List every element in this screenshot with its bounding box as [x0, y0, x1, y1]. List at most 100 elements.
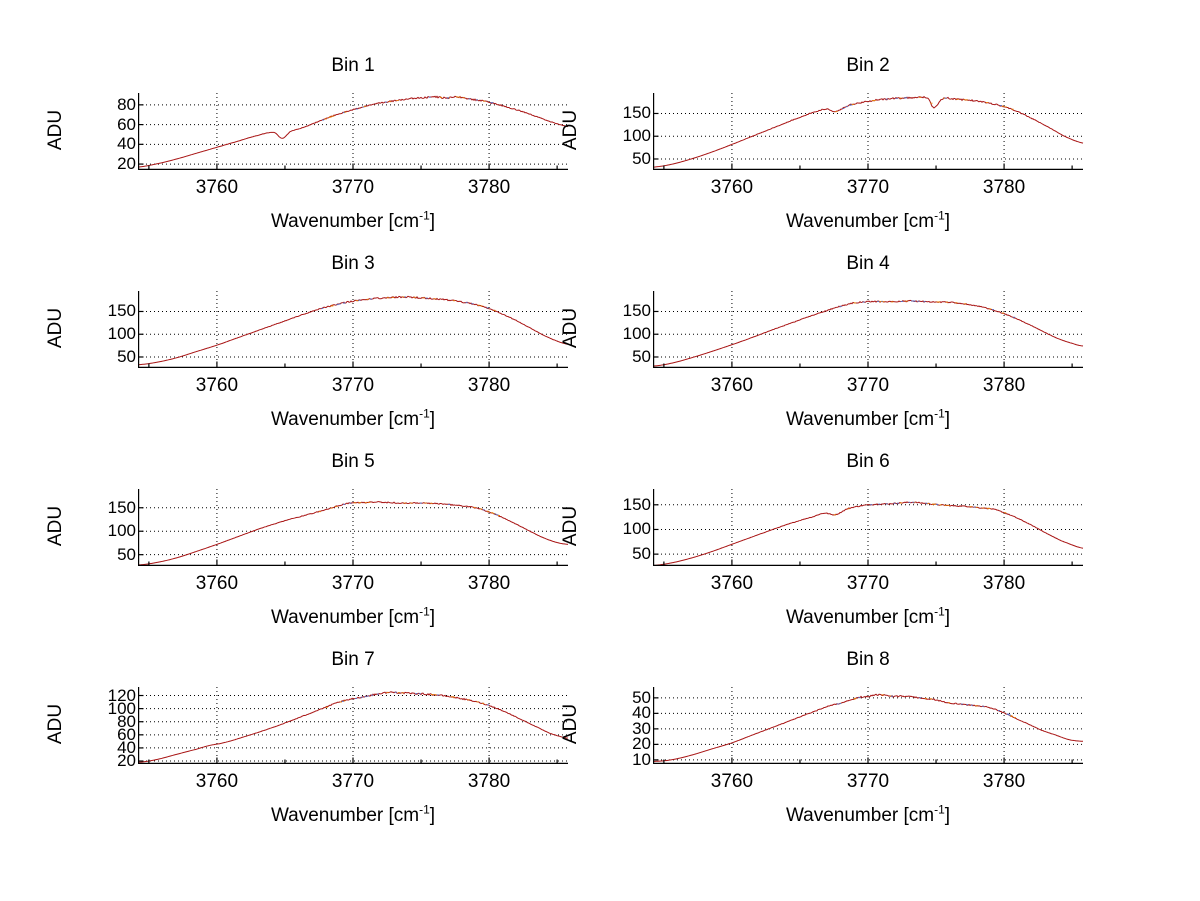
x-tick-label: 3760 [710, 375, 754, 396]
x-axis-label-exponent: -1 [934, 208, 945, 223]
y-tick-label: 50 [632, 544, 651, 564]
panel-title: Bin 2 [846, 55, 890, 76]
y-tick-labels: 50 100 150 [533, 93, 651, 169]
spectrum-curve [138, 691, 569, 763]
y-tick-label: 60 [117, 724, 136, 744]
x-tick-label: 3780 [467, 177, 511, 198]
spectrum-curve [138, 501, 569, 566]
y-tick-label: 20 [117, 154, 136, 174]
x-tick-label: 3770 [846, 573, 890, 594]
y-tick-label: 150 [622, 103, 651, 123]
plot-area [653, 291, 1084, 368]
x-axis-label-exponent: -1 [934, 406, 945, 421]
y-tick-label: 100 [622, 519, 651, 539]
y-tick-label: 80 [117, 711, 136, 731]
chart-panel-bin-5: Bin 5 ADU 50 100 150 3760 3770 3780 Wavenumber [… [18, 451, 569, 647]
x-axis-label-exponent: -1 [419, 208, 430, 223]
panel-title: Bin 4 [846, 253, 890, 274]
x-tick-label: 3770 [331, 771, 375, 792]
y-tick-label: 40 [117, 134, 136, 154]
x-axis-label-main: Wavenumber [cm [785, 607, 935, 628]
plot-area [653, 687, 1084, 764]
x-axis-label-exponent: -1 [934, 802, 945, 817]
y-tick-labels: 20 40 60 80 [18, 93, 136, 173]
spectrum-curve [653, 95, 1084, 168]
spectrum-curve [653, 299, 1084, 367]
x-axis-label: Wavenumber [cm-1] [653, 406, 1083, 431]
x-tick-label: 3780 [467, 771, 511, 792]
x-axis-label-main: Wavenumber [cm [270, 607, 420, 628]
x-axis-label: Wavenumber [cm-1] [138, 406, 568, 431]
y-tick-label: 50 [632, 346, 651, 366]
spectrum-curve [138, 295, 569, 366]
y-tick-label: 10 [632, 749, 651, 769]
y-tick-label: 150 [622, 494, 651, 514]
y-tick-label: 30 [632, 718, 651, 738]
x-tick-label: 3780 [467, 573, 511, 594]
y-tick-label: 40 [632, 703, 651, 723]
y-tick-label: 100 [107, 698, 136, 718]
x-tick-label: 3770 [331, 375, 375, 396]
chart-panel-bin-1: Bin 1 ADU 20 40 60 80 3760 3770 3780 Wavenumber [… [18, 55, 569, 251]
y-tick-label: 100 [622, 324, 651, 344]
y-tick-label: 150 [622, 301, 651, 321]
x-axis-label-tail: ] [429, 409, 436, 430]
x-tick-label: 3770 [846, 771, 890, 792]
y-tick-labels: 20 40 60 80 100 120 [18, 685, 136, 771]
panel-title: Bin 1 [331, 55, 375, 76]
spectrum-curve [138, 95, 569, 168]
y-tick-label: 120 [107, 685, 136, 705]
x-axis-label-exponent: -1 [419, 604, 430, 619]
panel-title: Bin 3 [331, 253, 375, 274]
y-tick-labels: 10 20 30 40 50 [533, 687, 651, 769]
plot-area [138, 291, 569, 368]
panel-title: Bin 6 [846, 451, 890, 472]
x-axis-label-tail: ] [429, 607, 436, 628]
panel-title: Bin 7 [331, 649, 375, 670]
x-tick-label: 3760 [195, 573, 239, 594]
x-tick-label: 3780 [467, 375, 511, 396]
y-tick-label: 150 [107, 301, 136, 321]
x-tick-label: 3760 [710, 177, 754, 198]
x-tick-label: 3770 [331, 177, 375, 198]
y-tick-label: 80 [117, 94, 136, 114]
y-tick-labels: 50 100 150 [533, 291, 651, 367]
x-axis-label-main: Wavenumber [cm [270, 805, 420, 826]
y-tick-labels: 50 100 150 [533, 489, 651, 565]
x-axis-label-main: Wavenumber [cm [785, 409, 935, 430]
panel-title: Bin 8 [846, 649, 890, 670]
x-axis-label: Wavenumber [cm-1] [138, 604, 568, 629]
y-tick-label: 40 [117, 737, 136, 757]
plot-area [138, 93, 569, 170]
y-tick-label: 150 [107, 497, 136, 517]
y-tick-label: 20 [632, 734, 651, 754]
y-tick-label: 20 [117, 751, 136, 771]
plot-area [653, 489, 1084, 566]
x-tick-label: 3780 [982, 771, 1026, 792]
panel-title: Bin 5 [331, 451, 375, 472]
x-tick-label: 3770 [846, 375, 890, 396]
x-tick-label: 3760 [195, 375, 239, 396]
y-tick-label: 100 [107, 521, 136, 541]
y-tick-label: 50 [117, 544, 136, 564]
x-axis-label-tail: ] [944, 409, 951, 430]
plot-area [138, 687, 569, 764]
x-axis-label: Wavenumber [cm-1] [138, 208, 568, 233]
x-tick-label: 3780 [982, 375, 1026, 396]
x-tick-label: 3770 [331, 573, 375, 594]
x-axis-label-main: Wavenumber [cm [270, 211, 420, 232]
x-axis-label-exponent: -1 [934, 604, 945, 619]
chart-panel-bin-4: Bin 4 ADU 50 100 150 3760 3770 3780 Wavenumber [… [533, 253, 1084, 449]
chart-panel-bin-6: Bin 6 ADU 50 100 150 3760 3770 3780 Wavenumber [… [533, 451, 1084, 647]
x-tick-label: 3760 [195, 771, 239, 792]
x-axis-label: Wavenumber [cm-1] [138, 804, 568, 827]
x-tick-label: 3770 [846, 177, 890, 198]
x-tick-label: 3780 [982, 573, 1026, 594]
x-tick-label: 3760 [710, 771, 754, 792]
x-axis-label-exponent: -1 [419, 406, 430, 421]
y-tick-label: 100 [622, 126, 651, 146]
plot-area [138, 489, 569, 566]
x-tick-label: 3780 [982, 177, 1026, 198]
chart-panel-bin-2: Bin 2 ADU 50 100 150 3760 3770 3780 Wavenumber [… [533, 55, 1084, 251]
